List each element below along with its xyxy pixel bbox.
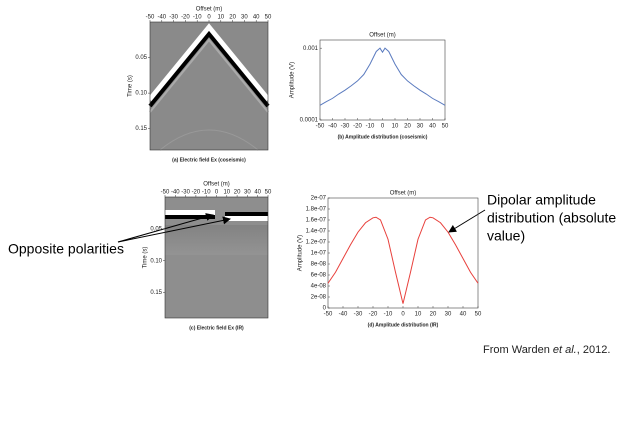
credit: From Warden et al., 2012. xyxy=(483,344,610,356)
y-tick-label: 0.0001 xyxy=(300,118,319,124)
x-tick-label: 30 xyxy=(445,312,452,318)
x-tick-label: -50 xyxy=(324,312,333,318)
x-tick-label: 50 xyxy=(475,312,482,318)
data-line xyxy=(319,47,446,106)
x-tick-label: -10 xyxy=(202,190,211,196)
y-tick-label: 0.15 xyxy=(135,126,147,132)
credit-text: From Warden xyxy=(483,344,553,356)
y-tick-label: 0 xyxy=(323,306,327,312)
y-tick-label: 2e-08 xyxy=(311,295,327,301)
x-tick-label: 50 xyxy=(265,15,272,21)
x-tick-label: -10 xyxy=(193,15,202,21)
x-tick-label: -20 xyxy=(192,190,201,196)
x-tick-label: 10 xyxy=(217,15,224,21)
y-tick-label: 8e-08 xyxy=(311,262,327,268)
x-tick-label: -50 xyxy=(146,15,155,21)
y-tick-label: 1.6e-07 xyxy=(306,218,327,224)
y-tick-label: 0.10 xyxy=(135,91,147,97)
x-tick-label: 30 xyxy=(241,15,248,21)
annotation: value) xyxy=(487,228,525,244)
x-tick-label: 10 xyxy=(223,190,230,196)
plot-frame xyxy=(327,197,479,309)
x-tick-label: 0 xyxy=(381,124,385,130)
y-tick-label: 0.15 xyxy=(150,290,162,296)
x-tick-label: -40 xyxy=(157,15,166,21)
x-tick-label: -10 xyxy=(384,312,393,318)
y-tick-label: 6e-08 xyxy=(311,273,327,279)
arrow xyxy=(117,213,214,243)
x-tick-label: -20 xyxy=(369,312,378,318)
x-tick-label: 30 xyxy=(244,190,251,196)
x-tick-label: 10 xyxy=(415,312,422,318)
y-axis-label: Time (s) xyxy=(128,75,134,97)
x-tick-label: 40 xyxy=(254,190,261,196)
wavefield-c xyxy=(165,197,268,318)
y-axis-label: Amplitude (V) xyxy=(290,62,296,98)
annotation: Opposite polarities xyxy=(8,241,124,257)
x-tick-label: -10 xyxy=(366,124,375,130)
x-tick-label: -20 xyxy=(353,124,362,130)
x-tick-label: 50 xyxy=(265,190,272,196)
chart-title: Offset (m) xyxy=(390,191,417,197)
x-tick-label: -20 xyxy=(181,15,190,21)
x-tick-label: -30 xyxy=(181,190,190,196)
x-tick-label: -50 xyxy=(161,190,170,196)
x-tick-label: -40 xyxy=(171,190,180,196)
x-tick-label: -30 xyxy=(341,124,350,130)
x-tick-label: 0 xyxy=(207,15,211,21)
y-tick-label: 0.05 xyxy=(150,226,162,232)
x-tick-label: -30 xyxy=(354,312,363,318)
y-tick-label: 0.10 xyxy=(150,258,162,264)
x-tick-label: 10 xyxy=(392,124,399,130)
x-tick-label: -40 xyxy=(339,312,348,318)
x-axis-label: Offset (m) xyxy=(196,7,223,13)
x-tick-label: 40 xyxy=(253,15,260,21)
wavefield-a xyxy=(147,22,271,151)
y-tick-label: 4e-08 xyxy=(311,284,327,290)
x-tick-label: -50 xyxy=(316,124,325,130)
x-tick-label: 20 xyxy=(229,15,236,21)
x-axis-label: Offset (m) xyxy=(203,182,230,188)
caption: (a) Electric field Ex (coseismic) xyxy=(172,157,246,163)
y-tick-label: 1.8e-07 xyxy=(306,207,327,213)
y-tick-label: 1.4e-07 xyxy=(306,229,327,235)
data-line xyxy=(327,216,479,304)
x-tick-label: 0 xyxy=(401,312,405,318)
x-tick-label: 20 xyxy=(404,124,411,130)
caption: (d) Amplitude distribution (IR) xyxy=(368,322,439,328)
y-tick-label: 1.2e-07 xyxy=(306,240,327,246)
x-tick-label: 20 xyxy=(234,190,241,196)
x-tick-label: 20 xyxy=(430,312,437,318)
y-tick-label: 0.001 xyxy=(303,46,319,52)
y-tick-label: 2e-07 xyxy=(311,196,327,202)
arrow xyxy=(448,209,486,233)
caption: (c) Electric field Ex (IR) xyxy=(189,325,244,331)
annotation: distribution (absolute xyxy=(487,210,616,226)
x-tick-label: 0 xyxy=(215,190,219,196)
x-tick-label: -40 xyxy=(328,124,337,130)
credit-italic: et al. xyxy=(553,344,577,356)
credit-text: , 2012. xyxy=(577,344,611,356)
y-axis-label: Amplitude (V) xyxy=(298,235,304,271)
x-tick-label: 40 xyxy=(429,124,436,130)
x-tick-label: 40 xyxy=(460,312,467,318)
chart-title: Offset (m) xyxy=(369,33,396,39)
y-tick-label: 1e-07 xyxy=(311,251,327,257)
caption: (b) Amplitude distribution (coseismic) xyxy=(338,134,428,140)
annotation: Dipolar amplitude xyxy=(487,192,596,208)
y-tick-label: 0.05 xyxy=(135,55,147,61)
x-tick-label: -30 xyxy=(169,15,178,21)
x-tick-label: 50 xyxy=(442,124,449,130)
y-axis-label: Time (s) xyxy=(143,247,149,269)
x-tick-label: 30 xyxy=(417,124,424,130)
arrow xyxy=(117,216,231,243)
